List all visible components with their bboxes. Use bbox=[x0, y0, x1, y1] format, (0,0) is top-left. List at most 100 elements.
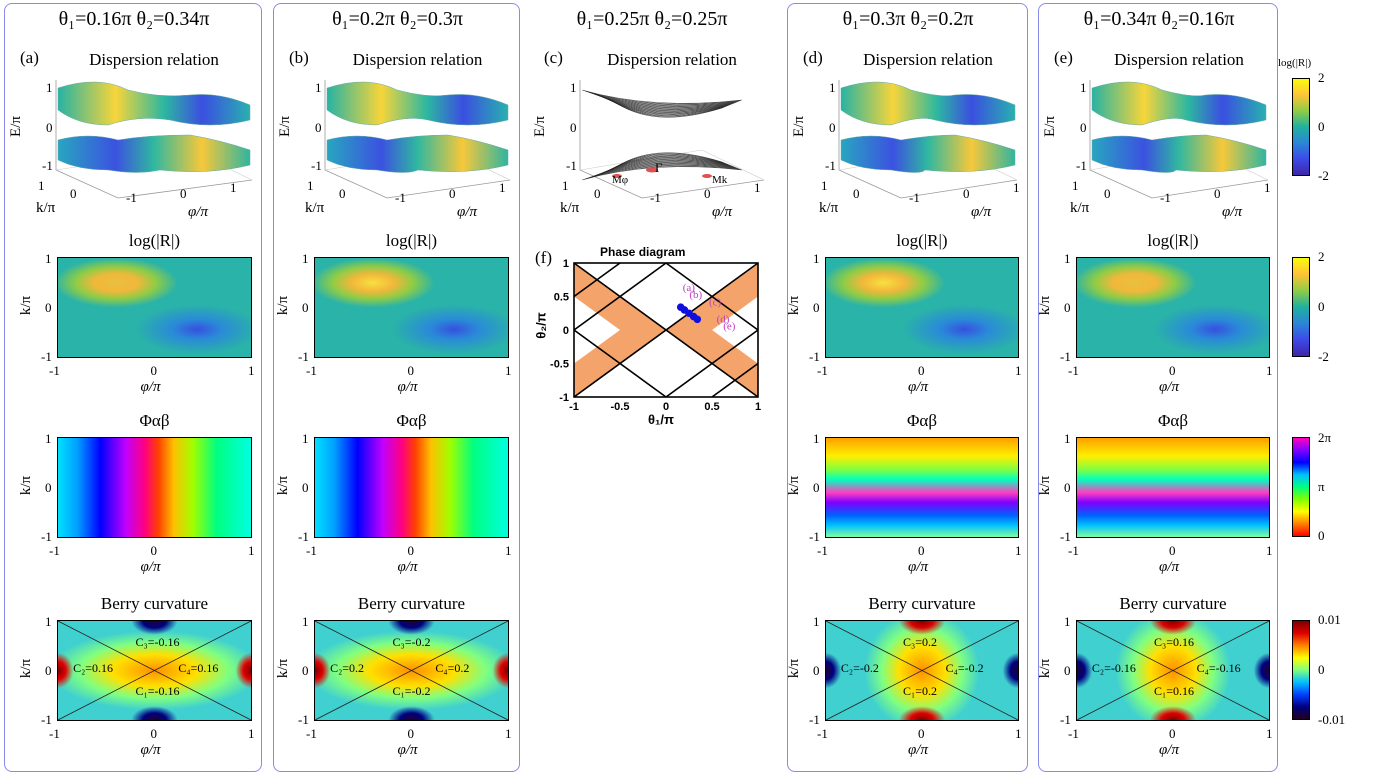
colorbar-disp-tick-top: 2 bbox=[1318, 70, 1325, 85]
phase-ptick-l-d: -1 bbox=[817, 543, 828, 558]
berry-k-label-a: k/π bbox=[18, 658, 35, 679]
phase-point-4 bbox=[693, 315, 702, 324]
phase-ktick-mid-e: 0 bbox=[1064, 480, 1071, 495]
colorbar-phase-tick-top: 2π bbox=[1318, 430, 1332, 445]
phi-axis-label-3d-e: φ/π bbox=[1222, 204, 1242, 220]
logr-ktick-bot-e: -1 bbox=[1060, 349, 1071, 364]
logr-phi-label-b: φ/π bbox=[397, 379, 418, 395]
logr-ktick-top-e: 1 bbox=[1064, 251, 1071, 266]
phase-ytick-1: 0.5 bbox=[554, 292, 569, 304]
colorbar-disp-tick-mid: 0 bbox=[1318, 119, 1325, 134]
k-axis-label-3d-b: k/π bbox=[305, 200, 325, 216]
berry-ktick-bot-e: -1 bbox=[1060, 712, 1071, 727]
colorbar-logr-tick-top: 2 bbox=[1318, 249, 1325, 264]
berry-diagonals-b bbox=[315, 621, 508, 720]
logr-title-e: log(|R|) bbox=[1147, 231, 1199, 250]
berry-title-d: Berry curvature bbox=[868, 594, 976, 613]
phase-k-label-a: k/π bbox=[18, 475, 35, 496]
phase-region-trivial-6 bbox=[574, 363, 666, 397]
logr-ptick-l-a: -1 bbox=[49, 363, 60, 378]
phase-phi-label-a: φ/π bbox=[140, 559, 161, 575]
dispersion-surface-c bbox=[579, 80, 765, 199]
phase-ptick-l-b: -1 bbox=[306, 543, 317, 558]
phi-tick-0-c: 0 bbox=[704, 186, 711, 201]
berry-ptick-l-a: -1 bbox=[49, 726, 60, 741]
chern-number-3-e: C₃=0.16 bbox=[1154, 634, 1194, 649]
phase-xtick-3: 0.5 bbox=[704, 401, 719, 413]
phase-ptick-l-e: -1 bbox=[1068, 543, 1079, 558]
chern-number-2-b: C₂=0.2 bbox=[330, 660, 365, 675]
phase-ptick-m-e: 0 bbox=[1169, 543, 1176, 558]
e-axis-label-a: E/π bbox=[7, 116, 24, 137]
berry-ptick-r-b: 1 bbox=[505, 726, 512, 741]
berry-map-a: C₁=-0.16 C₂=0.16 C₃=-0.16 C₄=0.16 bbox=[57, 620, 252, 721]
berry-ptick-r-e: 1 bbox=[1266, 726, 1273, 741]
logr-map-e bbox=[1076, 257, 1270, 358]
chern-number-1-b: C₁=-0.2 bbox=[392, 684, 431, 699]
phase-ktick-mid-b: 0 bbox=[302, 480, 309, 495]
berry-k-label-b: k/π bbox=[275, 658, 292, 679]
logr-ktick-mid-b: 0 bbox=[302, 300, 309, 315]
phi-tick-1-e: 1 bbox=[1264, 180, 1271, 195]
phase-region-trivial-4 bbox=[574, 263, 666, 297]
e-axis-label-e: E/π bbox=[1041, 116, 1058, 137]
phase-ktick-top-a: 1 bbox=[45, 431, 52, 446]
phase-ptick-m-b: 0 bbox=[407, 543, 415, 558]
e-tick-0-b: 0 bbox=[315, 120, 322, 135]
phase-phi-label-e: φ/π bbox=[1159, 559, 1179, 575]
berry-ptick-l-b: -1 bbox=[306, 726, 317, 741]
phi-tick-m1-d: -1 bbox=[909, 190, 920, 205]
chern-number-3-a: C₃=-0.16 bbox=[135, 634, 180, 649]
phase-title-b: Φαβ bbox=[396, 411, 427, 430]
berry-ptick-m-a: 0 bbox=[150, 726, 158, 741]
phase-ptick-m-a: 0 bbox=[150, 543, 158, 558]
phase-title-d: Φαβ bbox=[907, 411, 937, 430]
k-axis-label-3d-c: k/π bbox=[560, 200, 580, 216]
e-tick-0-c: 0 bbox=[570, 120, 577, 135]
phase-boundary-6 bbox=[573, 262, 621, 298]
logr-ptick-r-e: 1 bbox=[1266, 363, 1273, 378]
berry-ktick-top-e: 1 bbox=[1064, 614, 1071, 629]
phi-tick-1-d: 1 bbox=[1013, 180, 1020, 195]
logr-ptick-m-a: 0 bbox=[150, 363, 158, 378]
phase-ktick-top-e: 1 bbox=[1064, 431, 1071, 446]
colorbar-disp bbox=[1292, 78, 1310, 176]
phi-tick-1-a: 1 bbox=[230, 180, 237, 195]
logr-k-label-e: k/π bbox=[1037, 295, 1054, 316]
berry-ktick-mid-b: 0 bbox=[302, 663, 309, 678]
e-tick-m1-e: -1 bbox=[1076, 158, 1087, 173]
chern-number-2-e: C₂=-0.16 bbox=[1091, 660, 1136, 675]
phi-tick-0-b: 0 bbox=[449, 186, 456, 201]
phase-point-label-2: (c) bbox=[709, 296, 722, 308]
logr-ptick-r-d: 1 bbox=[1015, 363, 1022, 378]
column-title-d: θ₁=0.3π θ₂=0.2π bbox=[842, 8, 974, 30]
logr-k-label-d: k/π bbox=[786, 295, 803, 316]
phase-ktick-mid-d: 0 bbox=[813, 480, 820, 495]
chern-number-2-a: C₂=0.16 bbox=[73, 660, 114, 675]
column-title-a: θ₁=0.16π θ₂=0.34π bbox=[58, 8, 210, 30]
phi-axis-label-3d-a: φ/π bbox=[188, 204, 208, 220]
colorbar-phase-tick-bot: 0 bbox=[1318, 528, 1325, 543]
berry-map-d: C₁=0.2 C₂=-0.2 C₃=0.2 C₄=-0.2 bbox=[825, 620, 1019, 721]
k-tick-0-d: 0 bbox=[853, 186, 860, 201]
phi-tick-m1-c: -1 bbox=[650, 190, 661, 205]
colorbar-logr-tick-bot: -2 bbox=[1318, 349, 1329, 364]
phase-ptick-l-a: -1 bbox=[49, 543, 60, 558]
e-tick-m1-d: -1 bbox=[825, 158, 836, 173]
logr-ptick-m-b: 0 bbox=[407, 363, 415, 378]
berry-title-e: Berry curvature bbox=[1119, 594, 1227, 613]
phase-frame bbox=[573, 262, 759, 398]
k-tick-1-d: 1 bbox=[821, 178, 828, 193]
berry-ptick-l-d: -1 bbox=[817, 726, 828, 741]
chern-number-4-a: C₄=0.16 bbox=[178, 660, 219, 675]
phase-xtick-4: 1 bbox=[755, 401, 761, 413]
panel-frame-e bbox=[1038, 3, 1278, 772]
berry-diagonals-d bbox=[826, 621, 1018, 720]
berry-ptick-r-a: 1 bbox=[248, 726, 255, 741]
phase-point-label-1: (b) bbox=[689, 289, 702, 301]
phi-tick-m1-e: -1 bbox=[1160, 190, 1171, 205]
berry-ktick-bot-d: -1 bbox=[809, 712, 820, 727]
m-phi-mark-c: Mφ bbox=[612, 174, 629, 186]
phase-ktick-bot-a: -1 bbox=[41, 529, 52, 544]
phase-ktick-top-b: 1 bbox=[302, 431, 309, 446]
